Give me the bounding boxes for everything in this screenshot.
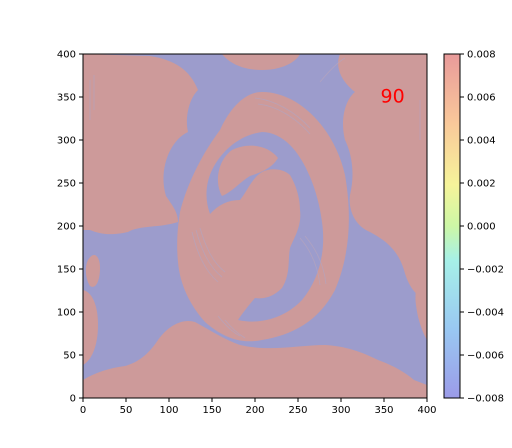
frame-number-label: 90 <box>381 85 405 107</box>
x-tick-label: 400 <box>417 405 436 416</box>
colorbar-tick-label: −0.002 <box>467 265 504 276</box>
y-tick-label: 200 <box>57 222 76 233</box>
field-region-top-blob <box>222 54 300 70</box>
heatmap-field <box>83 54 427 398</box>
y-tick-label: 350 <box>57 93 76 104</box>
colorbar-tick-label: −0.004 <box>467 308 504 319</box>
x-tick-label: 300 <box>331 405 350 416</box>
x-tick-label: 350 <box>374 405 393 416</box>
colorbar-tick-label: 0.000 <box>467 222 496 233</box>
field-region-inner-blob-upper <box>217 145 278 196</box>
x-tick-label: 200 <box>245 405 264 416</box>
y-tick-label: 400 <box>57 50 76 61</box>
field-region-left-blob-upper <box>85 254 100 287</box>
x-tick-label: 100 <box>159 405 178 416</box>
field-region-inner-blob-lower <box>247 247 289 298</box>
colorbar <box>443 53 461 399</box>
x-axis: 0 50 100 150 200 250 300 350 400 <box>80 398 437 416</box>
y-axis: 0 50 100 150 200 250 300 350 400 <box>57 50 83 405</box>
y-tick-label: 50 <box>63 351 76 362</box>
field-region-inner-blob-center <box>254 194 281 233</box>
y-tick-label: 150 <box>57 265 76 276</box>
field-ripples <box>89 57 421 339</box>
x-tick-label: 150 <box>202 405 221 416</box>
colorbar-tick-label: −0.006 <box>467 351 504 362</box>
x-tick-label: 250 <box>288 405 307 416</box>
colorbar-tick-label: 0.008 <box>467 50 496 61</box>
colorbar-tick-label: 0.002 <box>467 179 496 190</box>
x-tick-label: 50 <box>120 405 133 416</box>
field-region-right-band <box>338 54 427 300</box>
colorbar-tick-label: −0.008 <box>467 394 504 405</box>
colorbar-axis: 0.008 0.006 0.004 0.002 0.000 −0.002 −0.004 −0.… <box>460 50 504 405</box>
field-region-right-blob <box>405 254 420 283</box>
field-region-bottom-band <box>83 320 427 398</box>
field-region-left-band <box>83 54 198 235</box>
y-tick-label: 0 <box>70 394 76 405</box>
y-tick-label: 300 <box>57 136 76 147</box>
colorbar-tick-label: 0.006 <box>467 93 496 104</box>
x-tick-label: 0 <box>80 405 86 416</box>
y-tick-label: 100 <box>57 308 76 319</box>
colorbar-tick-label: 0.004 <box>467 136 496 147</box>
field-region-right-edge <box>415 270 427 340</box>
field-region-left-blob-lower <box>83 290 98 365</box>
y-tick-label: 250 <box>57 179 76 190</box>
